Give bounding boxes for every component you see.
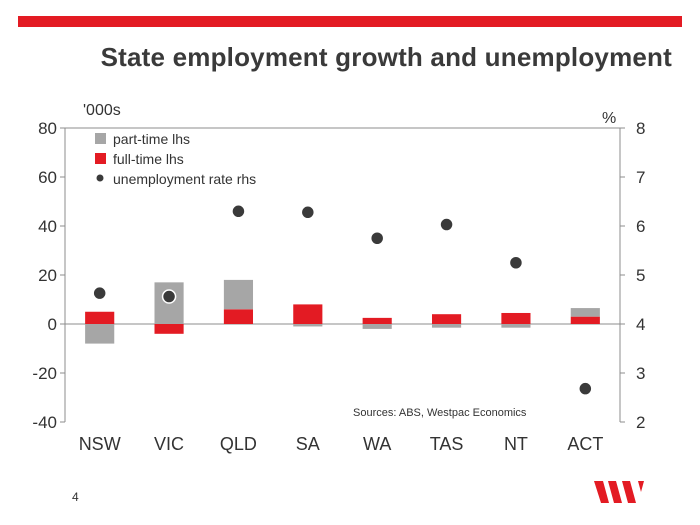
source-note: Sources: ABS, Westpac Economics [353, 407, 527, 419]
right-tick-label: 2 [636, 413, 645, 432]
slide-title: State employment growth and unemployment [100, 42, 672, 72]
dot-unemployment-qld [231, 204, 246, 219]
left-axis-ticks: 80 60 40 20 0 -20 -40 [32, 119, 65, 432]
brand-top-bar [18, 16, 682, 27]
legend-swatch-part-time [95, 133, 106, 144]
bar-full-time-wa [362, 317, 392, 324]
bar-series [85, 279, 600, 344]
dot-unemployment-vic [161, 289, 177, 304]
bar-part-time-nt [501, 324, 531, 328]
logo-stroke-0 [594, 481, 609, 503]
bar-full-time-qld [223, 309, 254, 324]
category-labels: NSW VIC QLD SA WA TAS NT ACT [79, 434, 604, 454]
dot-unemployment-nt [508, 255, 524, 270]
left-tick-label: 20 [38, 266, 57, 285]
right-axis-label: % [602, 110, 616, 127]
legend-label-full-time: full-time lhs [113, 151, 184, 167]
bar-full-time-act [570, 316, 600, 324]
left-tick-label: -40 [32, 413, 57, 432]
dot-unemployment-act [578, 381, 593, 396]
category-label-nsw: NSW [79, 434, 121, 454]
dot-unemployment-wa [369, 231, 385, 246]
left-tick-label: 60 [38, 168, 57, 187]
left-tick-label: 80 [38, 119, 57, 138]
right-tick-label: 3 [636, 364, 645, 383]
left-tick-label: 40 [38, 217, 57, 236]
bar-full-time-nt [501, 312, 531, 324]
bar-part-time-act [570, 308, 600, 317]
left-tick-label: 0 [48, 315, 57, 334]
right-tick-label: 8 [636, 119, 645, 138]
westpac-w-logo-icon [594, 481, 644, 503]
category-label-nt: NT [504, 434, 528, 454]
dot-unemployment-tas [439, 217, 454, 232]
right-tick-label: 6 [636, 217, 645, 236]
left-tick-label: -20 [32, 364, 57, 383]
page-number: 4 [72, 490, 79, 504]
legend: part-time lhs full-time lhs unemployment… [95, 131, 256, 187]
category-label-sa: SA [296, 434, 320, 454]
legend-marker-unemployment [96, 174, 104, 182]
right-axis-ticks: 8 7 6 5 4 3 2 [620, 119, 645, 432]
category-label-wa: WA [363, 434, 391, 454]
bar-part-time-tas [431, 324, 462, 328]
bar-full-time-tas [431, 314, 462, 324]
bar-part-time-nsw [85, 324, 115, 344]
bar-part-time-sa [293, 324, 323, 327]
category-label-qld: QLD [220, 434, 257, 454]
logo-stroke-1 [608, 481, 622, 503]
bar-full-time-sa [293, 304, 323, 324]
bar-full-time-vic [154, 324, 184, 334]
legend-swatch-full-time [95, 153, 106, 164]
dot-unemployment-sa [300, 205, 316, 220]
left-axis-label: '000s [83, 102, 121, 119]
category-label-vic: VIC [154, 434, 184, 454]
right-tick-label: 5 [636, 266, 645, 285]
right-tick-label: 4 [636, 315, 645, 334]
legend-label-part-time: part-time lhs [113, 131, 190, 147]
logo-stroke-2 [622, 481, 636, 503]
logo-stroke-3 [634, 481, 644, 492]
bar-part-time-wa [362, 324, 392, 329]
bar-part-time-qld [223, 279, 254, 310]
legend-label-unemployment: unemployment rate rhs [113, 171, 256, 187]
dot-unemployment-nsw [92, 285, 107, 301]
bar-full-time-nsw [85, 311, 115, 324]
category-label-tas: TAS [430, 434, 464, 454]
right-tick-label: 7 [636, 168, 645, 187]
unemployment-series [92, 204, 593, 396]
category-label-act: ACT [567, 434, 603, 454]
